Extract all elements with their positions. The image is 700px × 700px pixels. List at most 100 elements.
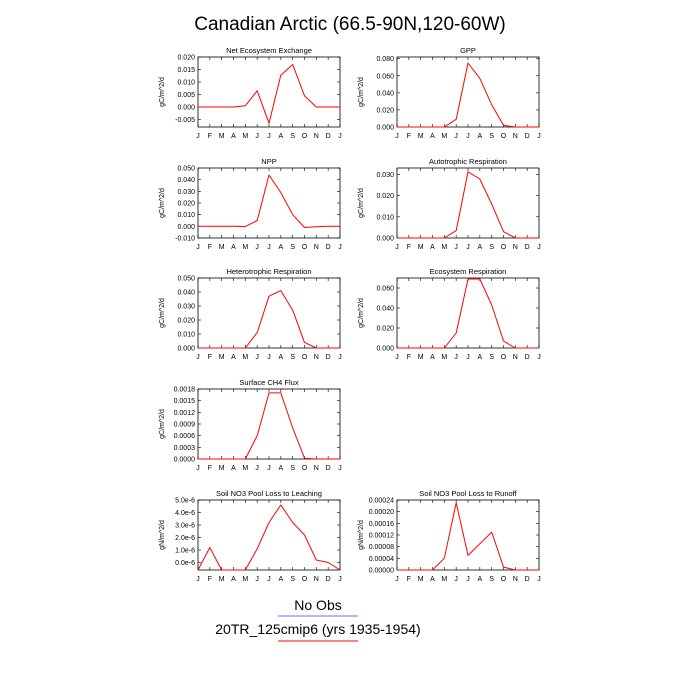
y-tick-label: 0.0015	[174, 398, 196, 405]
x-tick-label: J	[338, 576, 342, 583]
y-tick-label: 0.00020	[369, 509, 394, 516]
y-tick-label: 0.00012	[369, 533, 394, 540]
y-tick-label: 0.000	[177, 105, 195, 112]
x-tick-label: J	[196, 244, 200, 251]
y-tick-label: 4.0e-6	[175, 510, 195, 517]
x-tick-label: M	[441, 133, 447, 140]
x-tick-label: F	[208, 465, 212, 472]
x-tick-label: S	[290, 465, 295, 472]
x-tick-label: J	[537, 133, 541, 140]
y-axis-label: gC/m^2/d	[159, 188, 166, 218]
x-tick-label: S	[489, 244, 494, 251]
y-axis-label: gC/m^2/d	[159, 409, 166, 439]
x-tick-label: J	[395, 133, 399, 140]
x-tick-label: F	[407, 133, 411, 140]
y-tick-label: 0.010	[177, 80, 195, 87]
x-tick-label: J	[267, 576, 271, 583]
x-tick-label: A	[477, 576, 482, 583]
y-tick-label: 0.080	[376, 56, 394, 63]
series-line-0	[397, 62, 539, 128]
y-tick-label: 0.040	[177, 290, 195, 297]
x-tick-label: M	[418, 244, 424, 251]
x-tick-label: M	[219, 354, 225, 361]
x-tick-label: S	[489, 576, 494, 583]
y-tick-label: 0.020	[376, 193, 394, 200]
x-tick-label: D	[525, 576, 530, 583]
x-tick-label: A	[278, 354, 283, 361]
x-tick-label: S	[489, 354, 494, 361]
x-tick-label: J	[454, 354, 458, 361]
series-line-0	[197, 504, 341, 571]
x-tick-label: J	[255, 576, 259, 583]
y-tick-label: 0.050	[177, 276, 195, 283]
x-tick-label: M	[441, 576, 447, 583]
chart-title: Heterotrophic Respiration	[226, 267, 311, 276]
x-tick-label: F	[208, 576, 212, 583]
y-tick-label: -0.005	[175, 117, 195, 124]
y-tick-label: 0.010	[376, 214, 394, 221]
x-tick-label: O	[501, 244, 507, 251]
x-tick-label: D	[326, 354, 331, 361]
x-tick-label: M	[242, 465, 248, 472]
y-tick-label: 0.030	[177, 304, 195, 311]
x-tick-label: J	[338, 244, 342, 251]
x-tick-label: M	[242, 244, 248, 251]
plot-frame	[396, 56, 540, 128]
y-tick-label: 0.015	[177, 67, 195, 74]
x-tick-label: N	[314, 244, 319, 251]
y-tick-label: 0.00004	[369, 556, 394, 563]
x-tick-label: A	[430, 244, 435, 251]
x-tick-label: D	[326, 133, 331, 140]
x-tick-label: M	[219, 576, 225, 583]
x-tick-label: M	[219, 133, 225, 140]
x-tick-label: N	[314, 576, 319, 583]
x-tick-label: A	[231, 354, 236, 361]
y-tick-label: 0.000	[376, 236, 394, 243]
y-tick-label: 0.020	[177, 318, 195, 325]
x-tick-label: M	[418, 133, 424, 140]
x-tick-label: D	[525, 244, 530, 251]
plot-frame	[197, 388, 341, 460]
x-tick-label: J	[255, 465, 259, 472]
series-line-0	[397, 502, 539, 571]
x-tick-label: J	[395, 244, 399, 251]
chart-title: Ecosystem Respiration	[430, 267, 507, 276]
x-tick-label: M	[242, 133, 248, 140]
x-tick-label: S	[290, 244, 295, 251]
x-tick-label: J	[196, 133, 200, 140]
chart-panel-7: Soil NO3 Pool Loss to Leaching gN/m^2/d 0.…	[159, 489, 342, 583]
x-tick-label: N	[314, 354, 319, 361]
x-tick-label: O	[302, 133, 308, 140]
x-tick-label: O	[302, 354, 308, 361]
plot-frame	[197, 167, 341, 239]
x-tick-label: M	[441, 354, 447, 361]
chart-title: Soil NO3 Pool Loss to Runoff	[419, 489, 517, 498]
x-tick-label: A	[477, 244, 482, 251]
x-tick-label: N	[314, 465, 319, 472]
chart-title: GPP	[460, 46, 476, 55]
x-tick-label: F	[208, 133, 212, 140]
y-tick-label: 3.0e-6	[175, 523, 195, 530]
y-axis-label: gN/m^2/d	[358, 520, 365, 550]
x-tick-label: O	[501, 133, 507, 140]
y-axis-label: gN/m^2/d	[159, 520, 166, 550]
y-tick-label: 1.0e-6	[175, 548, 195, 555]
chart-panel-6: Surface CH4 Flux gC/m^2/d 0.0000 0.0003 0.00…	[159, 378, 342, 472]
x-tick-label: D	[326, 244, 331, 251]
y-tick-label: 0.0012	[174, 410, 196, 417]
y-tick-label: 0.00024	[369, 498, 394, 505]
x-tick-label: A	[278, 576, 283, 583]
x-tick-label: J	[338, 465, 342, 472]
legend: No Obs 20TR_125cmip6 (yrs 1935-1954)	[215, 597, 421, 642]
y-tick-label: 0.0e-6	[175, 560, 195, 567]
y-tick-label: 0.000	[177, 224, 195, 231]
y-tick-label: 0.00000	[369, 568, 394, 575]
x-tick-label: N	[513, 244, 518, 251]
y-tick-label: 0.0000	[174, 457, 196, 464]
x-tick-label: M	[242, 354, 248, 361]
plot-frame	[197, 56, 341, 128]
x-tick-label: O	[302, 465, 308, 472]
y-tick-label: 2.0e-6	[175, 535, 195, 542]
